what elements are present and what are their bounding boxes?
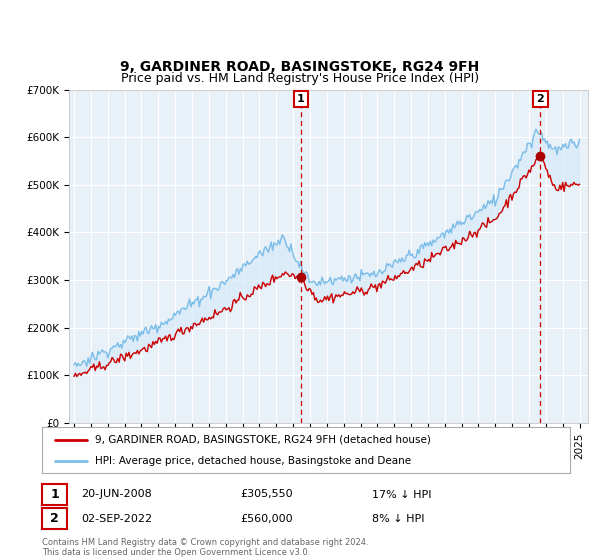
Text: Price paid vs. HM Land Registry's House Price Index (HPI): Price paid vs. HM Land Registry's House … — [121, 72, 479, 85]
Text: 2: 2 — [536, 94, 544, 104]
Text: £305,550: £305,550 — [240, 489, 293, 500]
Text: 1: 1 — [297, 94, 305, 104]
Text: 20-JUN-2008: 20-JUN-2008 — [81, 489, 152, 500]
Text: 1: 1 — [50, 488, 59, 501]
Text: 17% ↓ HPI: 17% ↓ HPI — [372, 489, 431, 500]
Text: 02-SEP-2022: 02-SEP-2022 — [81, 514, 152, 524]
Text: £560,000: £560,000 — [240, 514, 293, 524]
Text: 9, GARDINER ROAD, BASINGSTOKE, RG24 9FH: 9, GARDINER ROAD, BASINGSTOKE, RG24 9FH — [121, 60, 479, 74]
Text: 2: 2 — [50, 512, 59, 525]
Text: Contains HM Land Registry data © Crown copyright and database right 2024.
This d: Contains HM Land Registry data © Crown c… — [42, 538, 368, 557]
Text: 8% ↓ HPI: 8% ↓ HPI — [372, 514, 425, 524]
Text: 9, GARDINER ROAD, BASINGSTOKE, RG24 9FH (detached house): 9, GARDINER ROAD, BASINGSTOKE, RG24 9FH … — [95, 435, 431, 445]
Text: HPI: Average price, detached house, Basingstoke and Deane: HPI: Average price, detached house, Basi… — [95, 456, 411, 466]
